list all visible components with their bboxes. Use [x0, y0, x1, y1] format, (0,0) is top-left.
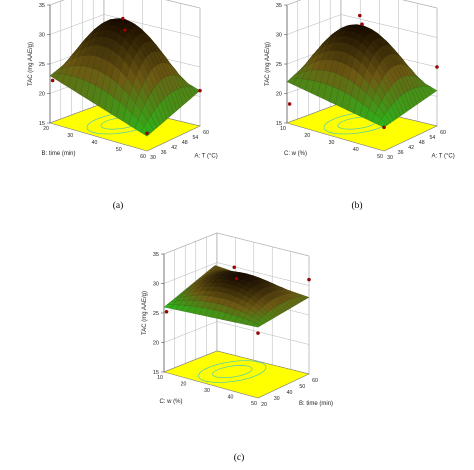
z-tick-label: 15 — [276, 121, 282, 127]
left-axis-tick-label: 30 — [67, 133, 73, 139]
left-axis-tick-label: 50 — [251, 401, 257, 407]
right-axis-tick-label: 60 — [440, 130, 446, 136]
response-surface — [163, 265, 310, 328]
right-axis-tick-label: 60 — [203, 130, 209, 136]
z-tick-label: 20 — [276, 92, 282, 98]
left-axis-tick-label: 30 — [204, 388, 210, 394]
z-tick-label: 25 — [153, 311, 159, 317]
wall-gridline — [49, 0, 201, 9]
z-tick-label: 30 — [39, 33, 45, 39]
design-point — [358, 13, 362, 18]
left-axis-tick-label: 10 — [157, 375, 163, 381]
wall-gridline — [163, 321, 310, 345]
right-axis-tick-label: 54 — [193, 135, 199, 141]
left-axis-tick-label: 40 — [92, 140, 98, 146]
design-point — [50, 78, 55, 83]
left-axis-tick-label: 50 — [377, 154, 383, 160]
design-point — [234, 276, 239, 281]
surface-cell — [251, 322, 262, 328]
left-axis-tick-label: 20 — [181, 382, 187, 388]
wall-gridline — [286, 0, 438, 9]
design-point — [121, 16, 125, 21]
design-point — [360, 22, 364, 27]
z-tick-label: 35 — [276, 3, 282, 9]
design-point — [123, 28, 127, 32]
panel-label-b: (b) — [351, 201, 363, 211]
left-axis-title: B: time (min) — [41, 151, 75, 157]
left-axis-tick-label: 50 — [116, 147, 122, 153]
right-axis-tick-label: 60 — [312, 378, 318, 384]
right-axis-tick-label: 30 — [150, 155, 156, 161]
right-axis-tick-label: 50 — [299, 384, 305, 390]
chart-panel-c: 15 20 25 30 35 TAC (mg AAE/g) 10 20 30 40 50 C: w (… — [119, 232, 359, 469]
design-point — [145, 131, 149, 136]
z-tick-label: 35 — [39, 3, 45, 9]
right-axis-tick-label: 30 — [387, 155, 393, 161]
z-axis-title: TAC (mg AAE/g) — [142, 291, 148, 335]
design-point — [287, 102, 292, 106]
surface-plot-c: 15 20 25 30 35 TAC (mg AAE/g) 10 20 30 40 50 C: w (… — [142, 232, 333, 408]
right-axis-tick-label: 42 — [408, 145, 414, 151]
right-axis-tick-label: 36 — [398, 150, 404, 156]
wall-gridline — [163, 262, 310, 286]
z-tick-label: 20 — [153, 341, 159, 347]
response-surface — [286, 24, 438, 128]
left-axis-tick-label: 10 — [280, 126, 286, 132]
design-point — [382, 125, 386, 130]
wall-gridline — [286, 14, 438, 38]
right-axis-tick-label: 48 — [419, 140, 425, 146]
design-point — [307, 277, 311, 282]
right-axis-tick-label: 42 — [171, 145, 177, 151]
right-axis-title: A: T (°C) — [195, 153, 218, 159]
right-axis-tick-label: 48 — [182, 140, 188, 146]
right-axis-tick-label: 30 — [274, 396, 280, 402]
design-point — [435, 65, 439, 69]
z-tick-label: 15 — [153, 370, 159, 376]
panel-label-c: (c) — [233, 453, 245, 463]
design-point — [232, 265, 237, 270]
design-point — [256, 331, 260, 335]
chart-panel-a: 15 20 25 30 35 TAC (mg AAE/g) 20 30 40 50 60 B: tim… — [0, 0, 240, 218]
floor-contour — [212, 365, 253, 379]
response-surface — [49, 18, 201, 137]
chart-panel-b: 15 20 25 30 35 TAC (mg AAE/g) 10 20 30 40 50 C: w (… — [237, 0, 474, 218]
z-tick-label: 30 — [153, 282, 159, 288]
contour-floor — [163, 350, 310, 399]
design-point — [164, 310, 169, 314]
floor-contour — [198, 360, 267, 383]
left-axis-title: C: w (%) — [160, 399, 183, 405]
wall-gridline — [163, 232, 310, 257]
surface-cell — [377, 119, 388, 128]
left-axis-tick-label: 60 — [140, 154, 146, 160]
right-axis-tick-label: 54 — [430, 135, 436, 141]
surface-plot-b: 15 20 25 30 35 TAC (mg AAE/g) 10 20 30 40 50 C: w (… — [265, 0, 455, 161]
z-axis-title: TAC (mg AAE/g) — [265, 42, 271, 86]
z-tick-label: 25 — [276, 62, 282, 68]
z-axis-title: TAC (mg AAE/g) — [28, 42, 34, 86]
left-axis-tick-label: 40 — [228, 395, 234, 401]
z-tick-label: 35 — [153, 252, 159, 258]
right-axis-tick-label: 40 — [287, 390, 293, 396]
left-axis-tick-label: 30 — [329, 140, 335, 146]
left-axis-title: C: w (%) — [284, 151, 307, 157]
z-tick-label: 25 — [39, 62, 45, 68]
right-axis-title: B: time (min) — [299, 401, 333, 407]
design-point — [198, 88, 202, 93]
z-tick-label: 30 — [276, 33, 282, 39]
right-axis-tick-label: 36 — [161, 150, 167, 156]
z-tick-label: 20 — [39, 92, 45, 98]
right-axis-title: A: T (°C) — [432, 153, 455, 159]
right-axis-tick-label: 20 — [261, 402, 267, 408]
panel-label-a: (a) — [112, 201, 124, 211]
z-tick-label: 15 — [39, 121, 45, 127]
left-axis-tick-label: 40 — [353, 147, 359, 153]
wall-gridline — [49, 14, 201, 38]
left-axis-tick-label: 20 — [43, 126, 49, 132]
left-axis-tick-label: 20 — [304, 133, 310, 139]
